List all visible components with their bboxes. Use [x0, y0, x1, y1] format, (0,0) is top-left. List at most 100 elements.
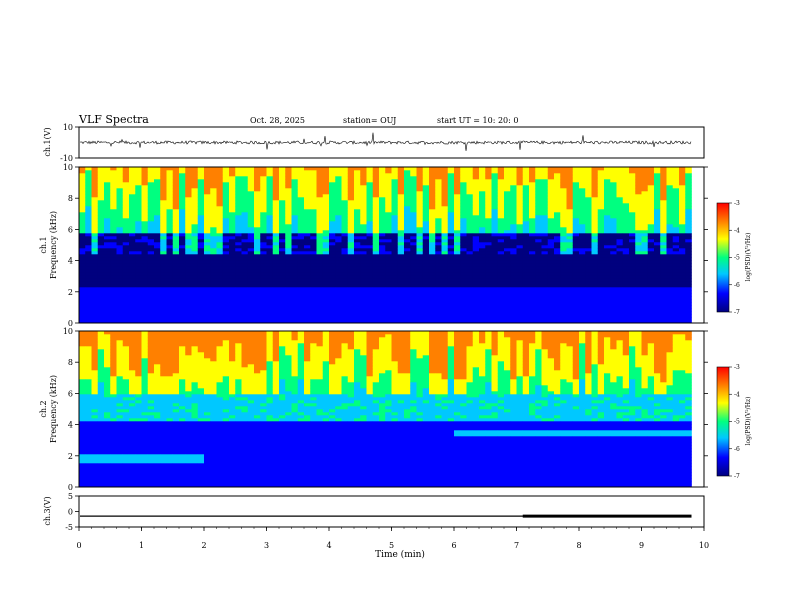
spectrogram-cell	[479, 173, 486, 177]
spectrogram-cell	[629, 314, 636, 318]
spectrogram-cell	[479, 248, 486, 252]
spectrogram-cell	[116, 296, 124, 300]
spectrogram-cell	[504, 281, 511, 285]
spectrogram-cell	[585, 197, 592, 201]
spectrogram-cell	[179, 188, 186, 192]
spectrogram-cell	[672, 275, 680, 279]
spectrogram-cell	[241, 206, 249, 210]
spectrogram-cell	[416, 308, 424, 312]
spectrogram-cell	[554, 284, 561, 288]
spectrogram-cell	[135, 230, 142, 234]
spectrogram-cell	[660, 200, 667, 204]
spectrogram-cell	[285, 167, 292, 171]
spectrogram-cell	[385, 290, 392, 294]
spectrogram-cell	[516, 317, 524, 321]
spectrogram-cell	[441, 191, 449, 195]
spectrogram-cell	[435, 233, 442, 237]
spectrogram-cell	[422, 191, 430, 195]
spectrogram-cell	[229, 308, 236, 312]
spectrogram-cell	[479, 242, 486, 246]
spectrogram-cell	[241, 191, 249, 195]
spectrogram-cell	[397, 308, 405, 312]
spectrogram-cell	[241, 302, 249, 306]
spectrogram-cell	[535, 299, 542, 303]
spectrogram-cell	[385, 182, 392, 186]
spectrogram-cell	[154, 206, 161, 210]
spectrogram-cell	[360, 284, 367, 288]
spectrogram-cell	[147, 182, 155, 186]
spectrogram-cell	[272, 215, 280, 219]
spectrogram-cell	[485, 290, 492, 294]
spectrogram-cell	[172, 284, 180, 288]
spectrogram-cell	[172, 200, 180, 204]
spectrogram-cell	[160, 278, 167, 282]
spectrogram-cell	[404, 314, 411, 318]
spectrogram-cell	[260, 236, 267, 240]
spectrogram-cell	[604, 182, 611, 186]
spectrogram-cell	[316, 224, 324, 228]
spectrogram-cell	[660, 266, 667, 270]
spectrogram-cell	[79, 182, 86, 186]
spectrogram-cell	[141, 281, 149, 285]
spectrogram-cell	[616, 272, 624, 276]
spectrogram-cell	[504, 254, 511, 258]
spectrogram-cell	[429, 290, 436, 294]
spectrogram-cell	[379, 233, 386, 237]
spectrogram-cell	[116, 218, 124, 222]
spectrogram-cell	[516, 212, 524, 216]
spectrogram-cell	[366, 317, 374, 321]
spectrogram-cell	[266, 236, 274, 240]
spectrogram-cell	[591, 260, 599, 264]
spectrogram-cell	[204, 188, 211, 192]
spectrogram-cell	[441, 281, 449, 285]
spectrogram-cell	[654, 212, 661, 216]
spectrogram-cell	[510, 242, 517, 246]
spectrogram-cell	[566, 182, 574, 186]
spectrogram-cell	[91, 203, 99, 207]
spectrogram-cell	[204, 182, 211, 186]
spectrogram-cell	[285, 239, 292, 243]
spectrogram-cell	[635, 233, 642, 237]
spectrogram-cell	[247, 308, 255, 312]
spectrogram-cell	[654, 233, 661, 237]
spectrogram-cell	[441, 206, 449, 210]
spectrogram-cell	[560, 212, 567, 216]
spectrogram-cell	[335, 260, 342, 264]
spectrogram-cell	[560, 251, 567, 255]
spectrogram-cell	[247, 296, 255, 300]
spectrogram-cell	[535, 182, 542, 186]
spectrogram-cell	[291, 272, 299, 276]
spectrogram-cell	[85, 317, 92, 321]
spectrogram-cell	[154, 188, 161, 192]
spectrogram-cell	[260, 218, 267, 222]
spectrogram-cell	[204, 269, 211, 273]
spectrogram-cell	[272, 269, 280, 273]
spectrogram-cell	[516, 167, 524, 171]
spectrogram-cell	[591, 296, 599, 300]
spectrogram-cell	[560, 203, 567, 207]
spectrogram-cell	[410, 245, 417, 249]
spectrogram-cell	[347, 170, 355, 174]
spectrogram-cell	[104, 203, 111, 207]
spectrogram-cell	[216, 206, 224, 210]
spectrogram-cell	[435, 314, 442, 318]
spectrogram-cell	[372, 308, 380, 312]
spectrogram-cell	[547, 215, 555, 219]
spectrogram-cell	[266, 248, 274, 252]
spectrogram-cell	[672, 215, 680, 219]
spectrogram-cell	[572, 242, 580, 246]
spectrogram-cell	[366, 218, 374, 222]
spectrogram-cell	[585, 314, 592, 318]
spectrogram-cell	[172, 302, 180, 306]
spectrogram-cell	[91, 263, 99, 267]
spectrogram-cell	[191, 311, 199, 315]
spectrogram-cell	[216, 242, 224, 246]
spectrogram-cell	[147, 170, 155, 174]
spectrogram-cell	[566, 188, 574, 192]
spectrogram-cell	[397, 200, 405, 204]
spectrogram-cell	[322, 314, 330, 318]
spectrogram-cell	[666, 320, 674, 324]
spectrogram-cell	[497, 224, 505, 228]
spectrogram-cell	[647, 302, 655, 306]
spectrogram-cell	[210, 263, 217, 267]
